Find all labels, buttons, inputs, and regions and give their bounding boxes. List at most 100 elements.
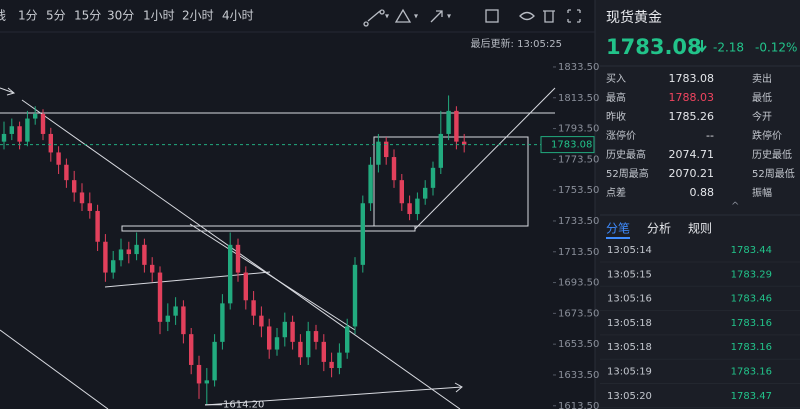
quote-change-pct: -0.12% bbox=[755, 41, 797, 55]
candle-body bbox=[368, 164, 373, 204]
trend-line bbox=[0, 87, 15, 94]
quote-label: 点差 bbox=[606, 186, 626, 199]
timeframe[interactable]: 30分 bbox=[107, 9, 134, 23]
tab[interactable]: 规则 bbox=[688, 221, 712, 236]
candle-body bbox=[95, 210, 100, 242]
trend-line bbox=[104, 271, 271, 288]
toolbar-carets: ▾ ▾ ▾ bbox=[385, 12, 451, 21]
toolbar-partial: 线 bbox=[0, 9, 6, 23]
timeframe[interactable]: 15分 bbox=[74, 9, 101, 23]
candle-body bbox=[376, 141, 381, 165]
down-arrow bbox=[697, 40, 707, 53]
quote-label: 卖出 bbox=[752, 72, 772, 85]
y-tick-label: 1633.50 bbox=[558, 370, 599, 381]
candle-body bbox=[111, 260, 116, 273]
candle-body bbox=[462, 141, 467, 145]
quote-value: 2074.71 bbox=[669, 148, 715, 161]
quote-value: 0.88 bbox=[690, 186, 715, 199]
timeframe[interactable]: 1小时 bbox=[143, 9, 175, 23]
last-update: 最后更新: 13:05:25 bbox=[471, 37, 562, 50]
candle-body bbox=[79, 192, 85, 204]
candle-body bbox=[72, 180, 77, 193]
quote-label: 52周最高 bbox=[606, 167, 649, 180]
candle-body bbox=[173, 306, 178, 316]
tick-price: 1783.44 bbox=[731, 245, 772, 256]
candle-body bbox=[165, 315, 170, 322]
timeframe[interactable]: 2小时 bbox=[182, 9, 214, 23]
quote-value: 1785.26 bbox=[669, 110, 715, 123]
tick-time: 13:05:20 bbox=[607, 391, 652, 402]
quote-value: 1783.08 bbox=[669, 72, 715, 85]
candle-body bbox=[313, 331, 319, 342]
quote-label: 最高 bbox=[606, 91, 626, 104]
toolbar-icons bbox=[363, 8, 581, 27]
timeframe[interactable]: 1分 bbox=[18, 9, 38, 23]
y-tick-label: 1813.50 bbox=[558, 93, 599, 104]
icon-line[interactable] bbox=[363, 9, 385, 27]
tick-price: 1783.16 bbox=[731, 342, 772, 353]
candle-body bbox=[391, 157, 397, 181]
candle-body bbox=[274, 337, 280, 350]
candle-body bbox=[64, 164, 69, 181]
tick-price: 1783.47 bbox=[731, 391, 772, 402]
candle-body bbox=[321, 341, 326, 362]
candle-body bbox=[454, 110, 459, 142]
icon-delete[interactable] bbox=[543, 10, 555, 23]
trend-line bbox=[189, 223, 356, 331]
tick-price: 1783.29 bbox=[731, 269, 772, 280]
y-tick-label: 1653.50 bbox=[558, 339, 599, 350]
quote-label: 昨收 bbox=[606, 110, 626, 123]
timeframe[interactable]: 5分 bbox=[46, 9, 66, 23]
candle-body bbox=[103, 241, 108, 273]
icon-text[interactable] bbox=[485, 9, 499, 23]
panel-bg bbox=[595, 0, 800, 409]
arrow-head bbox=[6, 87, 16, 96]
tab[interactable]: 分笔 bbox=[606, 221, 630, 236]
candle-body bbox=[40, 113, 46, 134]
candle-body bbox=[126, 249, 131, 255]
tab[interactable]: 分析 bbox=[647, 222, 671, 236]
candle-body bbox=[438, 133, 443, 168]
candle-body bbox=[142, 244, 147, 265]
candle-body bbox=[204, 380, 209, 384]
candle-body bbox=[345, 326, 350, 353]
timeframe[interactable]: 4小时 bbox=[222, 9, 254, 23]
candle-body bbox=[243, 272, 248, 301]
candle-body bbox=[267, 326, 272, 350]
icon-eye[interactable] bbox=[519, 11, 535, 21]
tick-price: 1783.46 bbox=[731, 294, 772, 305]
candle-body bbox=[360, 203, 365, 265]
icon-shape[interactable] bbox=[394, 8, 412, 23]
candle-body bbox=[150, 264, 155, 273]
collapse[interactable]: ^ bbox=[731, 201, 739, 212]
quote-value: 2070.21 bbox=[669, 167, 715, 180]
y-tick-label: 1733.50 bbox=[558, 216, 599, 227]
candle-body bbox=[17, 126, 22, 142]
candle-body bbox=[259, 315, 264, 327]
candle-body bbox=[87, 203, 92, 211]
tick-time: 13:05:16 bbox=[607, 294, 652, 305]
candle-body bbox=[352, 264, 358, 327]
candle-body bbox=[329, 361, 334, 369]
candle-body bbox=[407, 203, 412, 215]
icon-arrow[interactable] bbox=[430, 10, 443, 23]
rect-drawing bbox=[373, 136, 529, 227]
tick-time: 13:05:19 bbox=[607, 367, 652, 378]
candle-body bbox=[251, 300, 256, 316]
candle-body bbox=[415, 198, 420, 215]
candle-body bbox=[337, 352, 342, 369]
candle-body bbox=[298, 341, 303, 358]
quote-label: 52周最低 bbox=[752, 167, 795, 180]
trend-line bbox=[0, 329, 109, 409]
arrow-head bbox=[454, 382, 463, 393]
chart-bg bbox=[0, 0, 595, 409]
candles bbox=[1, 95, 467, 405]
candle-body bbox=[306, 331, 311, 358]
svg-text:▾: ▾ bbox=[447, 12, 451, 21]
icon-fullscreen[interactable] bbox=[567, 9, 581, 23]
tick-time: 13:05:18 bbox=[607, 318, 652, 329]
svg-text:▾: ▾ bbox=[414, 12, 418, 21]
candle-body bbox=[56, 152, 61, 165]
quote-label: 历史最低 bbox=[752, 148, 792, 161]
